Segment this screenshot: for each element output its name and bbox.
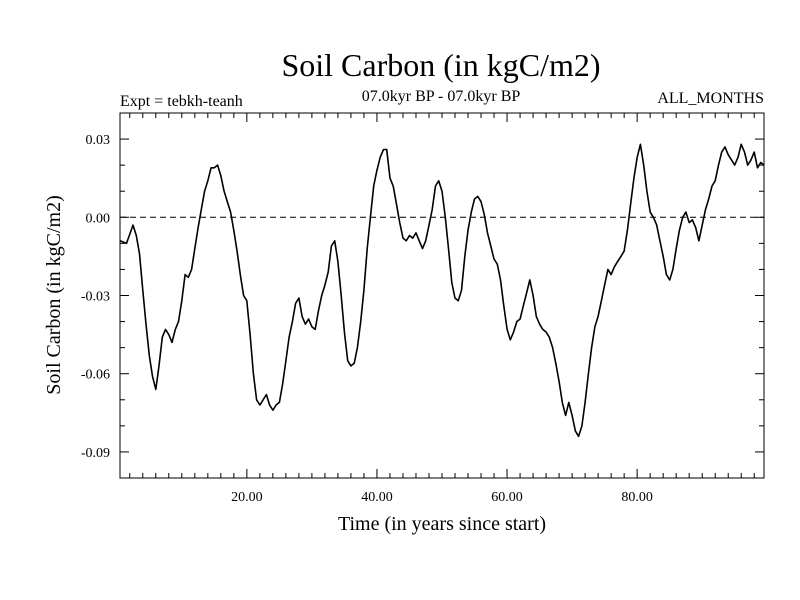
y-tick-label: 0.03 — [86, 133, 111, 148]
months-label: ALL_MONTHS — [657, 90, 764, 107]
y-tick-label: -0.03 — [81, 290, 110, 305]
chart-title: Soil Carbon (in kgC/m2) — [281, 47, 600, 83]
y-axis-label: Soil Carbon (in kgC/m2) — [43, 195, 65, 394]
x-tick-label: 80.00 — [621, 490, 653, 505]
x-tick-label: 20.00 — [231, 490, 263, 505]
chart-subtitle: 07.0kyr BP - 07.0kyr BP — [362, 88, 521, 105]
soil-carbon-series-line — [119, 143, 765, 438]
y-tick-label: -0.09 — [81, 446, 110, 461]
x-tick-label: 60.00 — [491, 490, 523, 505]
x-tick-label: 40.00 — [361, 490, 393, 505]
experiment-label: Expt = tebkh-teanh — [120, 93, 243, 110]
x-axis-label: Time (in years since start) — [338, 513, 546, 535]
plot-frame — [119, 112, 765, 479]
y-tick-label: -0.06 — [81, 368, 110, 383]
y-tick-label: 0.00 — [86, 211, 111, 226]
